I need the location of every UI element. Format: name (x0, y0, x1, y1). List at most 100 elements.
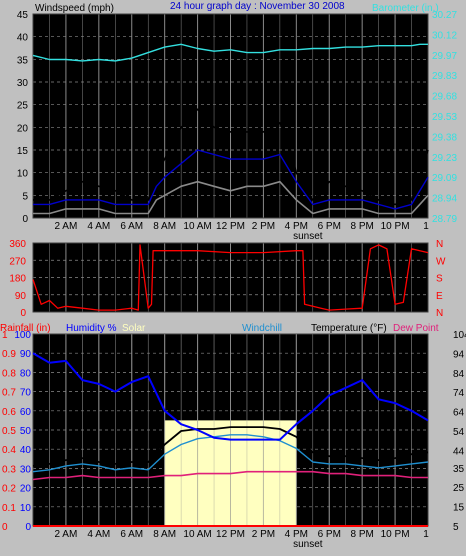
wind-y-tick-label: 5 (22, 191, 28, 202)
wind-x-tick-label: 10 PM (381, 221, 410, 232)
barometer-y-tick-label: 29.68 (432, 92, 457, 103)
barometer-y-tick-label: 29.83 (432, 71, 457, 82)
windchill-line (32, 434, 429, 473)
wind-sunset-label: sunset (293, 231, 323, 242)
humidity-y-tick-label: 60 (20, 407, 32, 418)
direction-compass-label: W (436, 256, 446, 267)
wind-direction-line (32, 244, 429, 311)
rain-y-tick-label: 0.9 (2, 349, 16, 360)
rainfall-axis-title: Rainfall (in) (0, 323, 51, 334)
wind-panel: 0 5 10 15 20 25 30 35 40 45 28.79 28.94 29.09 29.23 29… (17, 10, 458, 242)
windspeed-axis-title: Windspeed (mph) (35, 3, 114, 14)
barometer-y-tick-label: 28.94 (432, 194, 457, 205)
dewpoint-axis-title: Dew Point (393, 323, 439, 334)
wind-x-tick-label: 6 PM (318, 221, 341, 232)
wind-x-tick-label: 8 PM (350, 221, 373, 232)
temperature-x-tick-label: 10 AM (183, 529, 211, 540)
temperature-panel: 0 0 0.1 10 0.2 20 0.3 30 0.4 40 0.5 50 0.6 60 0.7 70 0.8… (2, 330, 466, 550)
direction-compass-label: N (436, 239, 443, 250)
wind-x-tick-label: 2 PM (252, 221, 275, 232)
direction-frame (32, 242, 429, 313)
temperature-axis-title: Temperature (°F) (311, 323, 387, 334)
barometer-line (32, 43, 428, 62)
barometer-y-tick-label: 28.79 (432, 214, 457, 225)
direction-y-tick-label: 270 (9, 256, 26, 267)
barometer-y-tick-label: 30.12 (432, 30, 457, 41)
direction-y-tick-label: 0 (20, 308, 26, 319)
rain-y-tick-label: 0.8 (2, 368, 16, 379)
humidity-axis-title: Humidity % (66, 323, 117, 334)
rain-y-tick-label: 0.4 (2, 445, 16, 456)
rain-y-tick-label: 0.7 (2, 388, 16, 399)
wind-y-tick-label: 15 (17, 146, 29, 157)
wind-x-tick-label: 4 PM (285, 221, 308, 232)
wind-x-tick-label: 12 PM (216, 221, 245, 232)
temperature-x-tick-label: 10 PM (381, 529, 410, 540)
rain-y-tick-label: 0.6 (2, 407, 16, 418)
temperature-sunset-label: sunset (293, 539, 323, 550)
temperature-y-tick-label: 74 (453, 388, 465, 399)
wind-x-tick-label: 1 (423, 221, 429, 232)
temperature-x-tick-label: 6 AM (120, 529, 143, 540)
humidity-y-tick-label: 30 (20, 464, 32, 475)
rain-y-tick-label: 0.5 (2, 426, 16, 437)
temperature-line (32, 426, 429, 467)
rain-y-tick-label: 1 (2, 330, 8, 341)
temperature-y-tick-label: 64 (453, 408, 465, 419)
wind-x-tick-label: 10 AM (183, 221, 211, 232)
wind-y-tick-label: 25 (17, 101, 29, 112)
temperature-y-tick-label: 5 (453, 522, 459, 533)
wind-y-tick-label: 45 (17, 10, 29, 21)
wind-gust-line (33, 108, 429, 206)
humidity-y-tick-label: 20 (20, 484, 32, 495)
wind-avg-line (33, 149, 429, 210)
solar-axis-title: Solar (122, 323, 146, 334)
wind-min-line (33, 180, 429, 215)
temperature-x-tick-label: 6 PM (318, 529, 341, 540)
temperature-x-tick-label: 8 PM (350, 529, 373, 540)
wind-x-tick-label: 2 AM (55, 221, 78, 232)
temperature-x-tick-label: 2 PM (252, 529, 275, 540)
temperature-y-tick-label: 54 (453, 427, 465, 438)
wind-x-tick-label: 8 AM (153, 221, 176, 232)
temperature-y-tick-label: 84 (453, 369, 465, 380)
wind-y-tick-label: 40 (17, 33, 29, 44)
temperature-x-tick-label: 4 PM (285, 529, 308, 540)
direction-y-tick-label: 90 (15, 291, 27, 302)
barometer-axis-title: Barometer (in.) (372, 3, 439, 14)
humidity-y-tick-label: 80 (20, 368, 32, 379)
wind-y-tick-label: 35 (17, 55, 29, 66)
barometer-y-tick-label: 30.27 (432, 10, 457, 21)
wind-x-tick-label: 6 AM (120, 221, 143, 232)
humidity-y-tick-label: 10 (20, 503, 32, 514)
rain-y-tick-label: 0.2 (2, 484, 16, 495)
temperature-x-tick-label: 8 AM (153, 529, 176, 540)
barometer-y-tick-label: 29.53 (432, 112, 457, 123)
temperature-y-tick-label: 94 (453, 349, 465, 360)
direction-compass-label: E (436, 291, 443, 302)
wind-y-tick-label: 20 (17, 123, 29, 134)
humidity-y-tick-label: 0 (25, 522, 31, 533)
temperature-y-tick-label: 104 (453, 330, 466, 341)
temperature-x-tick-label: 1 (423, 529, 429, 540)
temperature-x-tick-label: 12 PM (216, 529, 245, 540)
windchill-axis-title: Windchill (242, 323, 282, 334)
rain-y-tick-label: 0 (2, 522, 8, 533)
wind-y-tick-label: 10 (17, 169, 29, 180)
direction-compass-label: S (436, 274, 443, 285)
temperature-x-tick-label: 4 AM (87, 529, 110, 540)
temperature-y-tick-label: 15 (453, 503, 465, 514)
wind-frame (32, 13, 429, 219)
rain-y-tick-label: 0.1 (2, 503, 16, 514)
humidity-y-tick-label: 40 (20, 445, 32, 456)
dewpoint-line (32, 470, 428, 481)
chart-title: 24 hour graph day : November 30 2008 (170, 1, 345, 12)
rain-y-tick-label: 0.3 (2, 464, 16, 475)
wind-y-tick-label: 0 (22, 214, 28, 225)
wind-y-tick-label: 30 (17, 78, 29, 89)
humidity-y-tick-label: 70 (20, 388, 32, 399)
direction-y-tick-label: 180 (9, 274, 26, 285)
temperature-y-tick-label: 35 (453, 464, 465, 475)
